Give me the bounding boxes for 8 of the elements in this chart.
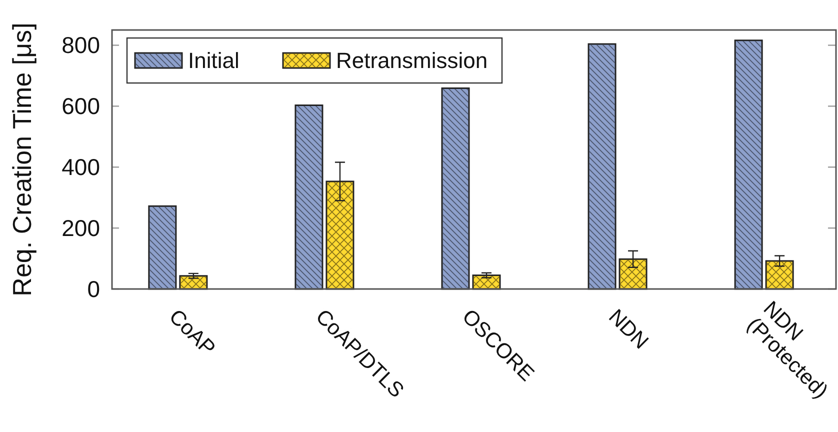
legend-label: Initial [188, 48, 240, 73]
y-tick-label: 800 [62, 32, 100, 58]
legend-label: Retransmission [336, 48, 488, 73]
y-tick-label: 200 [62, 215, 100, 242]
y-tick-label: 600 [62, 93, 100, 120]
y-axis-title: Req. Creation Time [μs] [7, 22, 37, 296]
y-tick-label: 400 [62, 154, 100, 180]
y-tick-label: 0 [87, 276, 100, 302]
